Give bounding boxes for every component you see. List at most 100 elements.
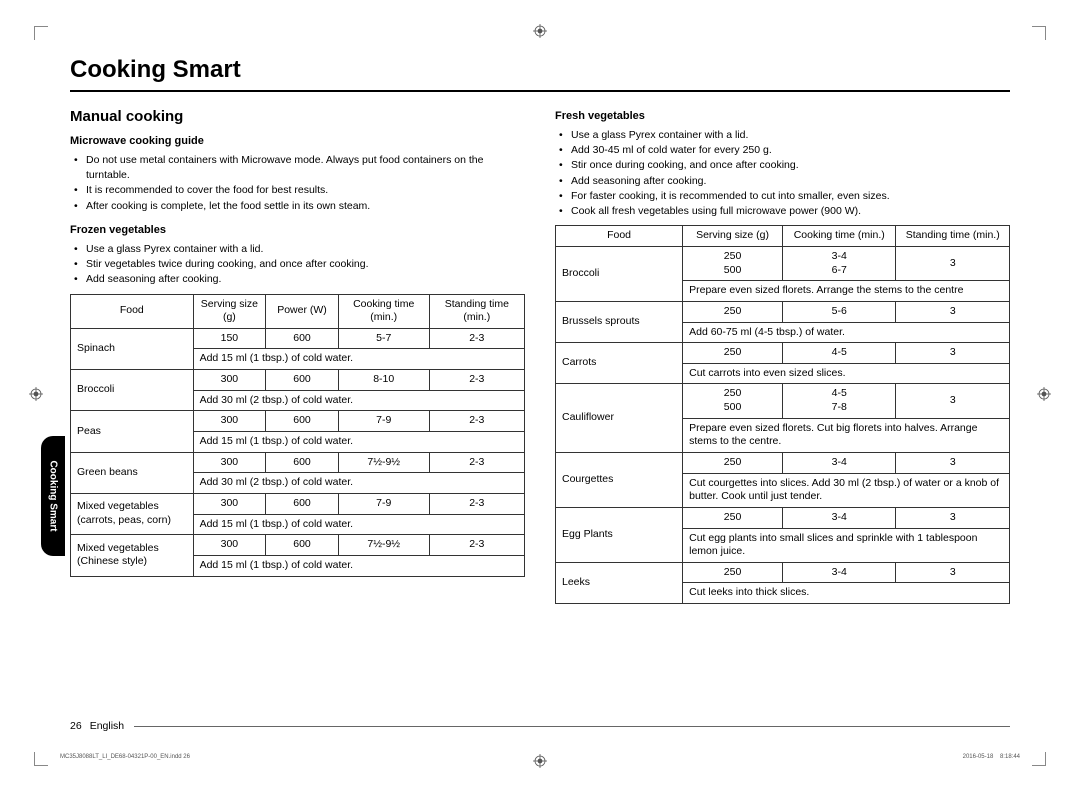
frozen-vegetables-table: Food Serving size (g) Power (W) Cooking … — [70, 294, 525, 577]
sub-heading: Fresh vegetables — [555, 110, 1010, 122]
cell-size: 250 — [683, 301, 783, 322]
registration-mark-icon — [533, 24, 547, 38]
cell-note: Add 15 ml (1 tbsp.) of cold water. — [193, 555, 524, 576]
page-title: Cooking Smart — [70, 56, 1010, 92]
cell-power: 600 — [266, 411, 339, 432]
cell-stand: 2-3 — [429, 328, 524, 349]
page-number: 26 — [70, 720, 82, 732]
cell-time: 7-9 — [338, 411, 429, 432]
bullet-item: Use a glass Pyrex container with a lid. — [555, 128, 1010, 143]
cell-time: 4-5 — [782, 343, 896, 364]
table-row: Brussels sprouts2505-63 — [556, 301, 1010, 322]
indd-timestamp: 2016-05-18 8:18:44 — [963, 754, 1020, 760]
cell-stand: 3 — [896, 562, 1010, 583]
cell-stand: 3 — [896, 507, 1010, 528]
right-column: Fresh vegetables Use a glass Pyrex conta… — [555, 108, 1010, 604]
bullet-item: Add seasoning after cooking. — [555, 174, 1010, 189]
bullet-item: For faster cooking, it is recommended to… — [555, 189, 1010, 204]
crop-mark — [34, 26, 48, 40]
left-column: Manual cooking Microwave cooking guide D… — [70, 108, 525, 604]
cell-time: 8-10 — [338, 370, 429, 391]
cell-size: 300 — [193, 370, 266, 391]
page-content: Cooking Smart Cooking Smart Manual cooki… — [70, 56, 1010, 734]
cell-note: Add 60-75 ml (4-5 tbsp.) of water. — [683, 322, 1010, 343]
cell-food: Mixed vegetables (Chinese style) — [71, 535, 194, 576]
table-row: Egg Plants2503-43 — [556, 507, 1010, 528]
section-tab-label: Cooking Smart — [48, 460, 59, 531]
cell-time: 3-4 — [782, 562, 896, 583]
sub-heading: Frozen vegetables — [70, 224, 525, 236]
registration-mark-icon — [29, 387, 43, 401]
bullet-item: Stir vegetables twice during cooking, an… — [70, 257, 525, 272]
cell-stand: 3 — [896, 453, 1010, 474]
cell-size: 300 — [193, 452, 266, 473]
table-header: Power (W) — [266, 294, 339, 328]
page-footer: 26 English — [70, 720, 1010, 732]
table-header: Serving size (g) — [193, 294, 266, 328]
table-row: Leeks2503-43 — [556, 562, 1010, 583]
cell-note: Add 15 ml (1 tbsp.) of cold water. — [193, 349, 524, 370]
cell-food: Egg Plants — [556, 507, 683, 562]
cell-stand: 2-3 — [429, 411, 524, 432]
cell-note: Cut egg plants into small slices and spr… — [683, 528, 1010, 562]
table-row: Courgettes2503-43 — [556, 453, 1010, 474]
bullet-item: Do not use metal containers with Microwa… — [70, 153, 525, 183]
crop-mark — [1032, 752, 1046, 766]
table-header: Food — [71, 294, 194, 328]
table-row: Broccoli3006008-102-3 — [71, 370, 525, 391]
bullet-item: Cook all fresh vegetables using full mic… — [555, 204, 1010, 219]
bullet-list: Use a glass Pyrex container with a lid.S… — [70, 242, 525, 288]
cell-stand: 3 — [896, 384, 1010, 418]
crop-mark — [34, 752, 48, 766]
cell-stand: 3 — [896, 301, 1010, 322]
cell-size: 250 — [683, 507, 783, 528]
cell-food: Spinach — [71, 328, 194, 369]
cell-food: Green beans — [71, 452, 194, 493]
cell-note: Add 15 ml (1 tbsp.) of cold water. — [193, 514, 524, 535]
cell-food: Carrots — [556, 343, 683, 384]
cell-food: Brussels sprouts — [556, 301, 683, 342]
cell-note: Add 30 ml (2 tbsp.) of cold water. — [193, 473, 524, 494]
cell-note: Prepare even sized florets. Arrange the … — [683, 281, 1010, 302]
table-header: Serving size (g) — [683, 226, 783, 247]
cell-size: 250 — [683, 453, 783, 474]
table-header: Cooking time (min.) — [782, 226, 896, 247]
cell-power: 600 — [266, 535, 339, 556]
footer-rule — [134, 726, 1010, 727]
cell-stand: 3 — [896, 246, 1010, 280]
cell-size: 300 — [193, 535, 266, 556]
cell-time: 3-4 — [782, 453, 896, 474]
crop-mark — [1032, 26, 1046, 40]
cell-note: Cut carrots into even sized slices. — [683, 363, 1010, 384]
cell-time: 3-46-7 — [782, 246, 896, 280]
table-row: Cauliflower2505004-57-83 — [556, 384, 1010, 418]
cell-power: 600 — [266, 370, 339, 391]
table-header: Food — [556, 226, 683, 247]
table-row: Spinach1506005-72-3 — [71, 328, 525, 349]
cell-time: 7½-9½ — [338, 452, 429, 473]
table-header: Standing time (min.) — [429, 294, 524, 328]
table-row: Green beans3006007½-9½2-3 — [71, 452, 525, 473]
bullet-item: It is recommended to cover the food for … — [70, 183, 525, 198]
table-row: Mixed vegetables (Chinese style)3006007½… — [71, 535, 525, 556]
bullet-item: After cooking is complete, let the food … — [70, 199, 525, 214]
bullet-item: Use a glass Pyrex container with a lid. — [70, 242, 525, 257]
cell-note: Cut leeks into thick slices. — [683, 583, 1010, 604]
cell-size: 300 — [193, 493, 266, 514]
prepress-info: MC35J8088LT_LI_DE68-04321P-00_EN.indd 26… — [60, 754, 1020, 760]
cell-stand: 2-3 — [429, 535, 524, 556]
cell-food: Broccoli — [71, 370, 194, 411]
cell-power: 600 — [266, 493, 339, 514]
cell-food: Cauliflower — [556, 384, 683, 453]
cell-power: 600 — [266, 328, 339, 349]
cell-power: 600 — [266, 452, 339, 473]
cell-size: 250 — [683, 562, 783, 583]
bullet-item: Add 30-45 ml of cold water for every 250… — [555, 143, 1010, 158]
cell-time: 5-7 — [338, 328, 429, 349]
cell-food: Broccoli — [556, 246, 683, 301]
cell-note: Cut courgettes into slices. Add 30 ml (2… — [683, 473, 1010, 507]
section-heading: Manual cooking — [70, 108, 525, 125]
cell-time: 5-6 — [782, 301, 896, 322]
bullet-item: Add seasoning after cooking. — [70, 272, 525, 287]
fresh-vegetables-table: Food Serving size (g) Cooking time (min.… — [555, 225, 1010, 604]
